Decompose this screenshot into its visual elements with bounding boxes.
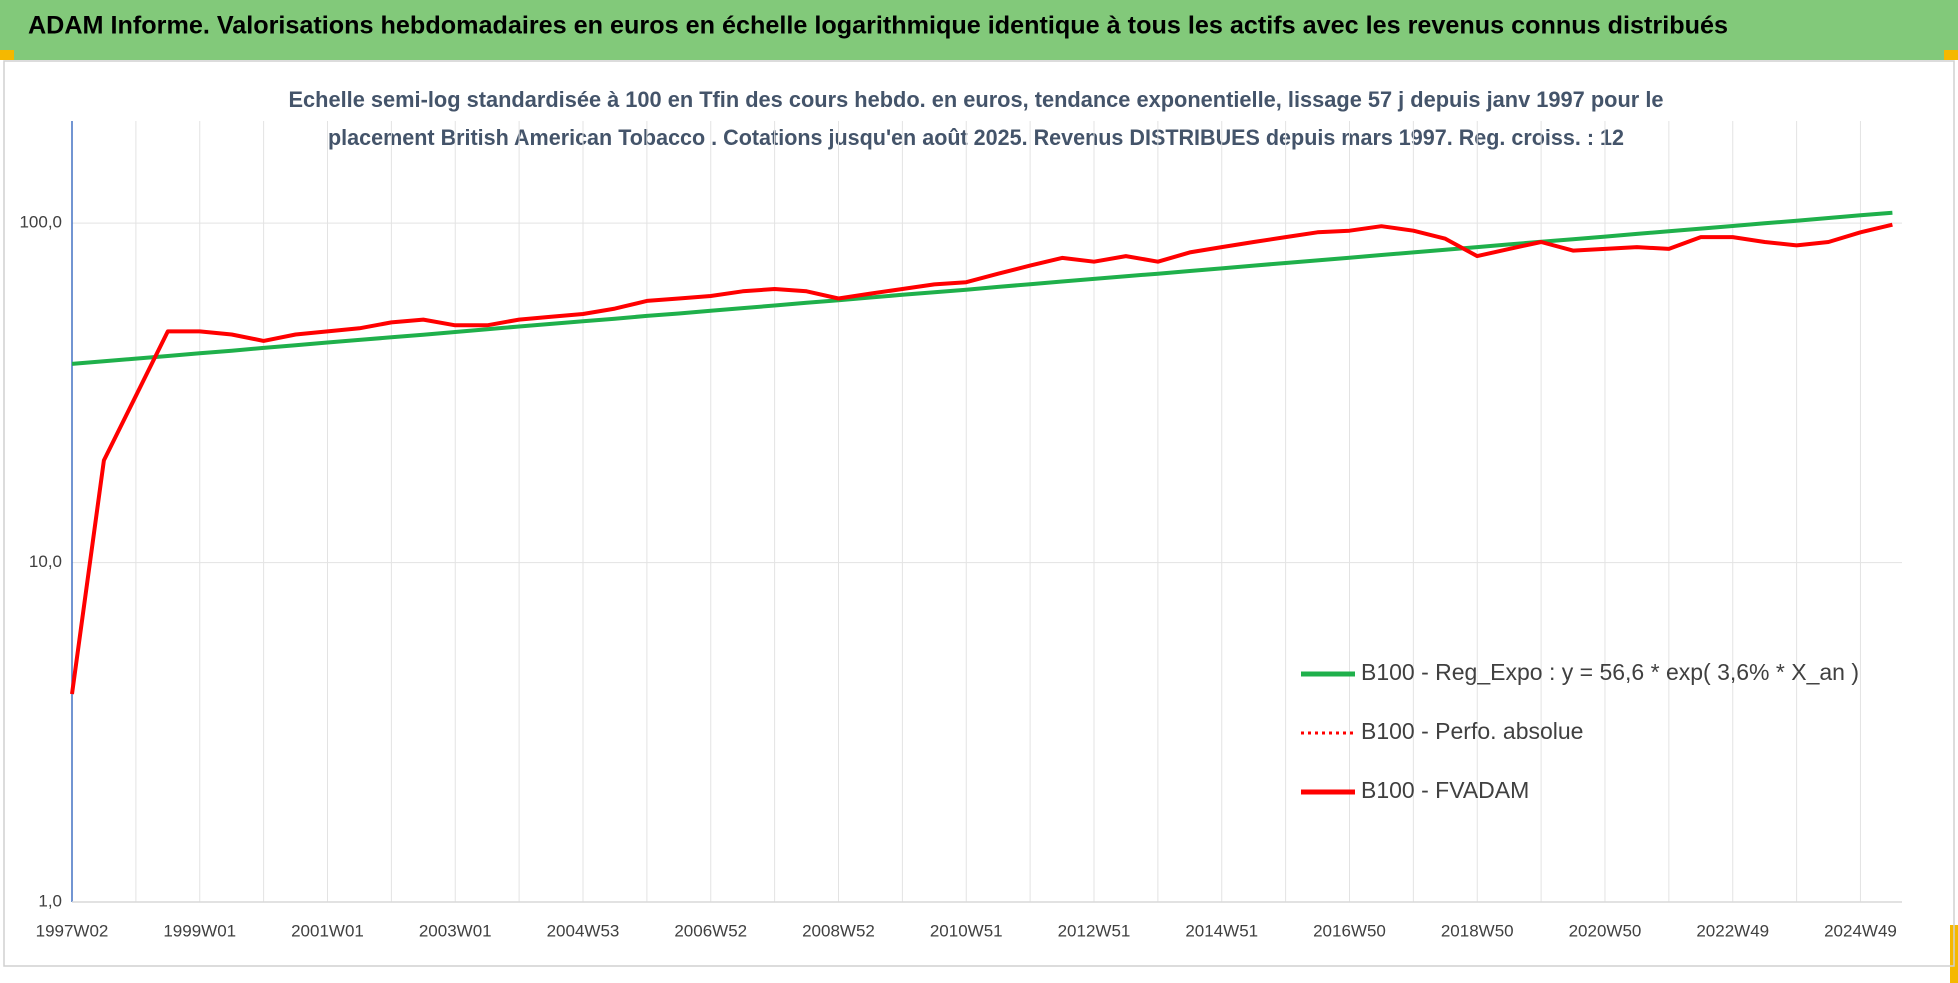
x-tick-label: 1999W01 bbox=[163, 921, 236, 940]
legend-label: B100 - Reg_Expo : y = 56,6 * exp( 3,6% *… bbox=[1361, 659, 1859, 685]
chart-subtitle: Echelle semi-log standardisée à 100 en T… bbox=[289, 87, 1664, 112]
x-tick-label: 2022W49 bbox=[1696, 921, 1769, 940]
x-tick-label: 2010W51 bbox=[930, 921, 1003, 940]
chart-border bbox=[3, 60, 1955, 967]
corner bbox=[0, 50, 14, 60]
page-title: ADAM Informe. Valorisations hebdomadaire… bbox=[28, 12, 1728, 40]
y-tick-label: 1,0 bbox=[38, 891, 62, 910]
x-tick-label: 2012W51 bbox=[1058, 921, 1131, 940]
corner bbox=[1944, 50, 1958, 60]
legend-label: B100 - FVADAM bbox=[1361, 777, 1529, 803]
title-bar bbox=[0, 0, 1958, 60]
series-line bbox=[70, 222, 1893, 695]
x-tick-label: 1997W02 bbox=[36, 921, 109, 940]
x-tick-label: 2018W50 bbox=[1441, 921, 1514, 940]
x-tick-label: 2001W01 bbox=[291, 921, 364, 940]
x-tick-label: 2004W53 bbox=[547, 921, 620, 940]
x-tick-label: 2008W52 bbox=[802, 921, 875, 940]
x-tick-label: 2016W50 bbox=[1313, 921, 1386, 940]
x-tick-label: 2024W49 bbox=[1824, 921, 1897, 940]
y-tick-label: 100,0 bbox=[19, 213, 62, 232]
x-tick-label: 2003W01 bbox=[419, 921, 492, 940]
chart-subtitle: placement British American Tobacco . Cot… bbox=[328, 125, 1624, 150]
series-line bbox=[71, 210, 1893, 366]
x-tick-label: 2020W50 bbox=[1569, 921, 1642, 940]
x-tick-label: 2006W52 bbox=[674, 921, 747, 940]
x-tick-label: 2014W51 bbox=[1185, 921, 1258, 940]
legend-label: B100 - Perfo. absolue bbox=[1361, 718, 1583, 744]
y-tick-label: 10,0 bbox=[29, 552, 62, 571]
series-line bbox=[70, 223, 1893, 695]
